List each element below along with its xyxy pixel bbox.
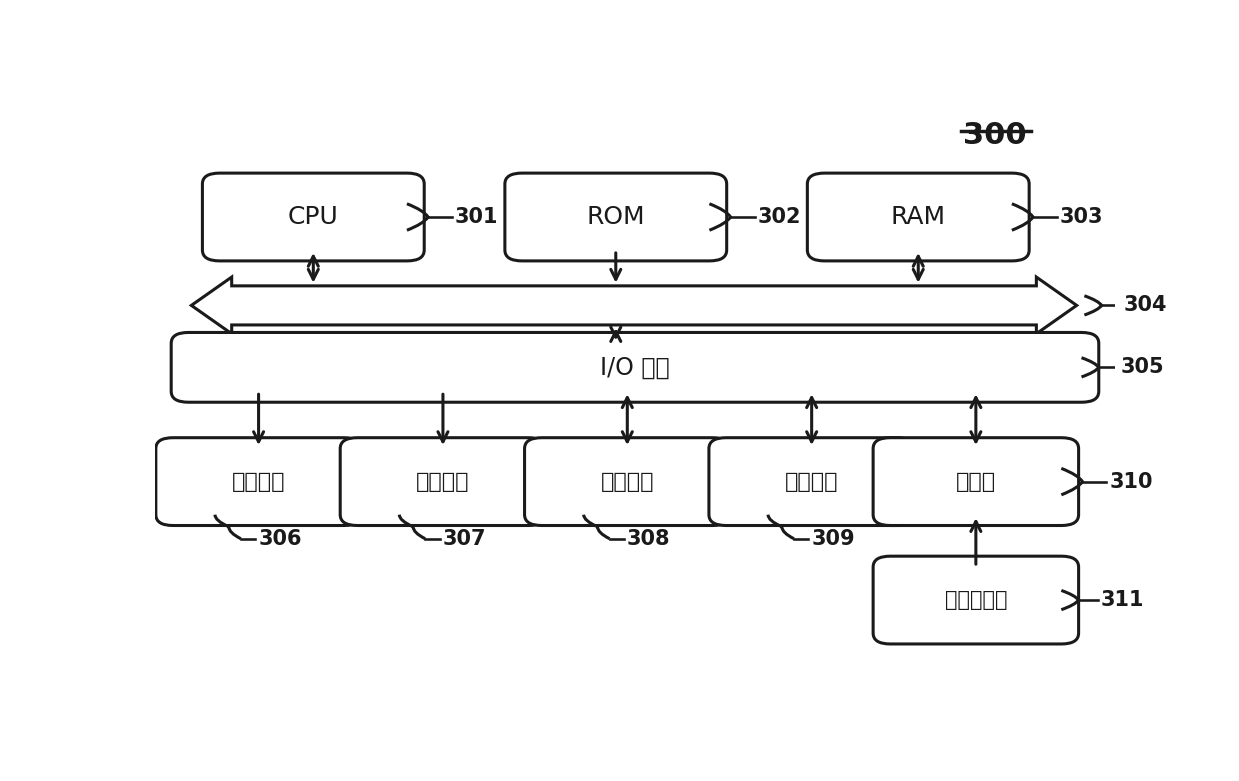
Text: 300: 300 xyxy=(963,121,1027,150)
FancyBboxPatch shape xyxy=(873,437,1079,526)
FancyBboxPatch shape xyxy=(504,173,727,261)
Text: CPU: CPU xyxy=(287,205,338,229)
Text: I/O 接口: I/O 接口 xyxy=(600,355,670,380)
Text: 通信部分: 通信部分 xyxy=(786,472,839,491)
FancyBboxPatch shape xyxy=(171,333,1099,402)
Text: 309: 309 xyxy=(812,529,855,549)
Text: 306: 306 xyxy=(258,529,301,549)
Text: 驱动器: 驱动器 xyxy=(955,472,996,491)
Text: 311: 311 xyxy=(1100,590,1144,610)
FancyBboxPatch shape xyxy=(156,437,362,526)
FancyBboxPatch shape xyxy=(341,437,545,526)
FancyBboxPatch shape xyxy=(202,173,424,261)
Text: ROM: ROM xyxy=(586,205,646,229)
FancyBboxPatch shape xyxy=(808,173,1030,261)
Text: 308: 308 xyxy=(627,529,670,549)
FancyBboxPatch shape xyxy=(873,556,1079,644)
FancyBboxPatch shape xyxy=(709,437,914,526)
Text: 303: 303 xyxy=(1059,207,1104,227)
Text: 输出部分: 输出部分 xyxy=(416,472,470,491)
Text: 302: 302 xyxy=(757,207,800,227)
Text: 304: 304 xyxy=(1124,295,1167,316)
Text: 310: 310 xyxy=(1109,472,1152,491)
Text: 可拆卸介质: 可拆卸介质 xyxy=(944,590,1007,610)
Text: 307: 307 xyxy=(442,529,486,549)
Text: 301: 301 xyxy=(455,207,498,227)
Text: 305: 305 xyxy=(1121,358,1165,377)
Polygon shape xyxy=(191,277,1077,333)
Text: 存储部分: 存储部分 xyxy=(601,472,654,491)
FancyBboxPatch shape xyxy=(524,437,730,526)
Text: RAM: RAM xyxy=(891,205,945,229)
Text: 输入部分: 输入部分 xyxy=(232,472,285,491)
